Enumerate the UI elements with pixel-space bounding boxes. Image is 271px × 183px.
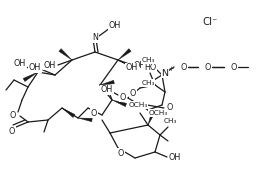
- Text: O: O: [118, 148, 124, 158]
- Text: OCH₃: OCH₃: [128, 102, 148, 108]
- Text: +: +: [168, 66, 174, 72]
- Text: O: O: [91, 109, 97, 117]
- Text: OH: OH: [134, 61, 146, 70]
- Text: Cl⁻: Cl⁻: [202, 17, 218, 27]
- Text: OH: OH: [44, 61, 56, 70]
- Polygon shape: [112, 100, 127, 107]
- Polygon shape: [23, 72, 38, 81]
- Text: O: O: [167, 104, 173, 113]
- Polygon shape: [62, 108, 75, 117]
- Text: CH₃: CH₃: [163, 118, 177, 124]
- Text: OH: OH: [169, 154, 181, 163]
- Text: HO: HO: [144, 63, 156, 72]
- Text: OH: OH: [14, 59, 26, 68]
- Text: O: O: [130, 89, 136, 98]
- Text: N: N: [162, 68, 169, 77]
- Text: CH₃: CH₃: [141, 57, 155, 63]
- Polygon shape: [148, 112, 155, 125]
- Polygon shape: [100, 80, 114, 85]
- Text: OH: OH: [29, 64, 41, 72]
- Text: O: O: [181, 63, 187, 72]
- Text: OH: OH: [101, 85, 113, 94]
- Text: OH: OH: [126, 64, 138, 72]
- Polygon shape: [118, 49, 131, 60]
- Text: CH₃: CH₃: [141, 80, 155, 86]
- Text: N: N: [92, 33, 98, 42]
- Text: O: O: [9, 126, 15, 135]
- Text: OCH₃: OCH₃: [149, 110, 168, 116]
- Text: O: O: [205, 63, 211, 72]
- Text: O: O: [231, 63, 237, 72]
- Text: OH: OH: [109, 21, 121, 31]
- Text: O: O: [120, 92, 126, 102]
- Polygon shape: [59, 49, 72, 60]
- Text: O: O: [10, 111, 16, 119]
- Polygon shape: [78, 118, 92, 122]
